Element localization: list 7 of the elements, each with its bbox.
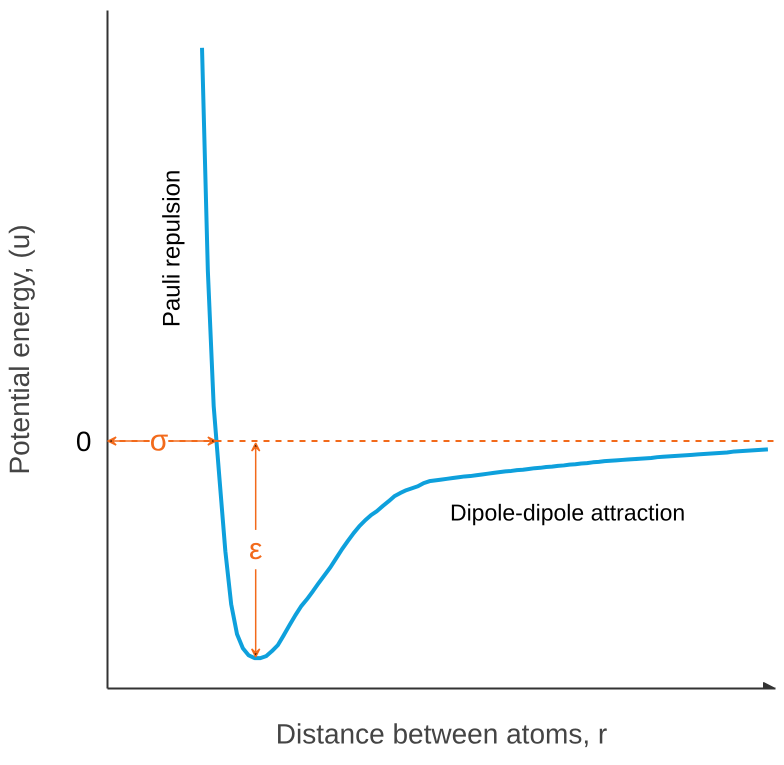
annotation: ε	[249, 533, 262, 566]
ref-line-label: 0	[76, 426, 92, 458]
annotation: Dipole-dipole attraction	[450, 500, 686, 526]
annotation: σ	[150, 424, 169, 458]
annotation: Pauli repulsion	[158, 170, 186, 328]
y-axis-title: Potential energy, (u)	[4, 224, 35, 475]
x-axis-title: Distance between atoms, r	[276, 718, 608, 750]
